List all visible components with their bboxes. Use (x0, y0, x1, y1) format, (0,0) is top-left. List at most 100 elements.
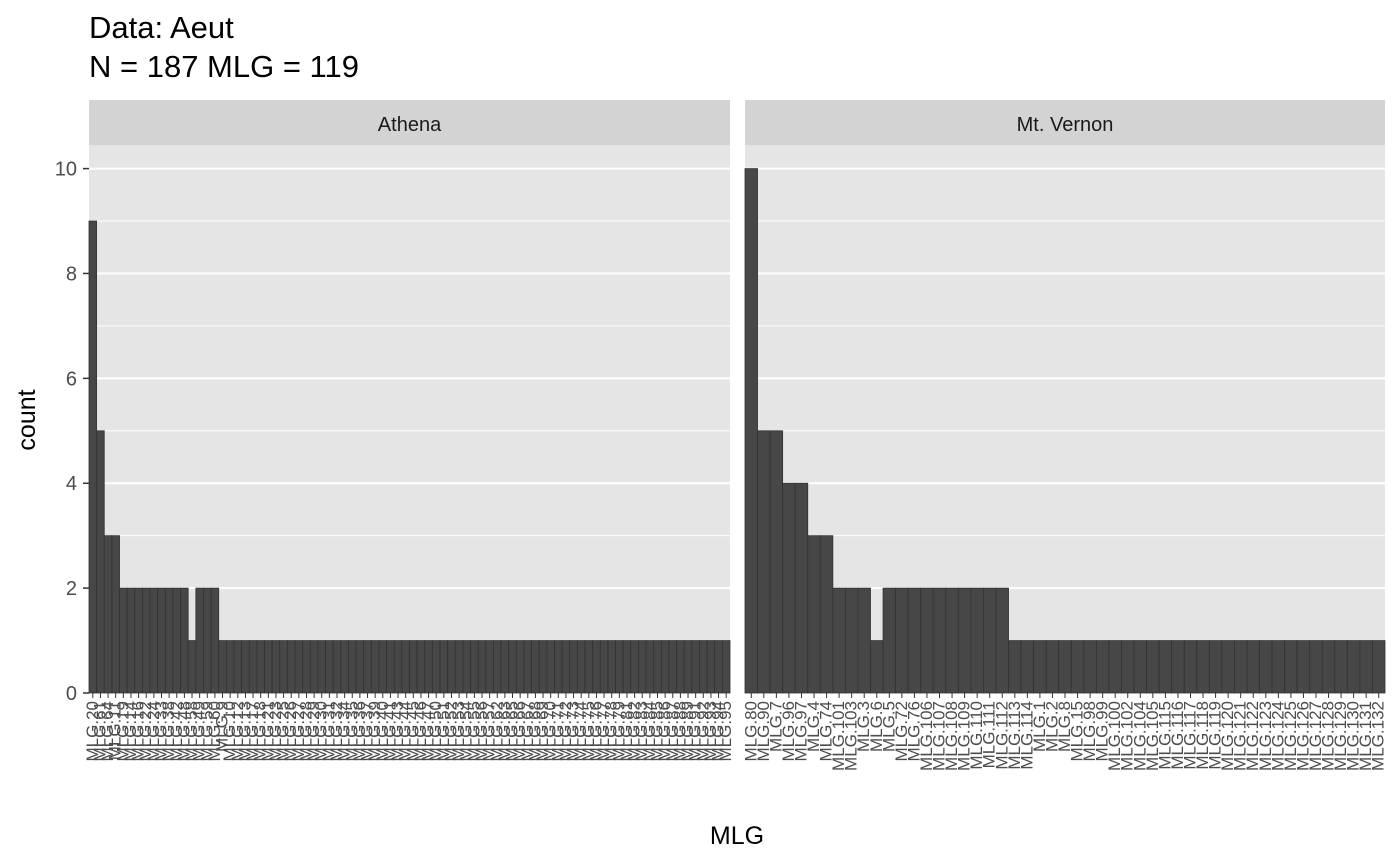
x-tick-label: MLG.114 (1017, 701, 1036, 770)
x-tick-label: MLG.130 (1344, 701, 1363, 771)
x-tick-label: MLG.76 (904, 701, 923, 761)
x-tick-label: MLG.11 (106, 701, 125, 760)
x-tick-label: MLG.17 (243, 701, 262, 761)
bar (134, 587, 143, 694)
bar (500, 640, 510, 694)
chart-subtitle: N = 187 MLG = 119 (89, 49, 359, 84)
x-tick-label: MLG.80 (741, 701, 760, 761)
bar (668, 640, 677, 694)
x-tick-label: MLG.129 (1331, 701, 1350, 771)
x-tick-label: MLG.81 (617, 701, 636, 761)
bar (844, 587, 859, 694)
x-tick-label: MLG.87 (663, 701, 682, 761)
bar (294, 640, 304, 694)
bar (225, 640, 235, 694)
bar (401, 640, 410, 694)
x-tick-label: MLG.58 (182, 701, 201, 761)
bar (1083, 640, 1097, 694)
x-tick-label: MLG.18 (251, 701, 270, 761)
bar (599, 640, 609, 694)
x-tick-label: MLG.21 (258, 701, 277, 761)
bar (1346, 640, 1361, 694)
bar (1020, 640, 1035, 694)
x-tick-label: MLG.60 (205, 701, 224, 761)
x-tick-label: MLG.61 (90, 701, 109, 761)
x-tick-label: MLG.10 (220, 701, 239, 761)
x-tick-label: MLG.4 (804, 701, 823, 752)
bar (691, 640, 700, 694)
bar (653, 640, 662, 694)
x-tick-label: MLG.40 (373, 701, 392, 761)
bar (439, 640, 449, 694)
x-tick-label: MLG.78 (602, 701, 621, 761)
x-tick-label: MLG.7 (766, 701, 785, 752)
x-tick-label: MLG.109 (955, 701, 974, 771)
x-tick-label: MLG.124 (1268, 701, 1287, 771)
bar (180, 587, 189, 694)
facet-panel-0: AthenaMLG.20MLG.61MLG.64MLG.11MLG.19MLG.… (83, 100, 735, 761)
bar (332, 640, 342, 694)
x-tick-label: MLG.69 (533, 701, 552, 761)
x-tick-label: MLG.56 (472, 701, 491, 761)
facet-strip (89, 100, 730, 145)
x-tick-label: MLG.71 (548, 701, 567, 761)
x-tick-label: MLG.120 (1218, 701, 1237, 771)
bar (1309, 640, 1323, 694)
bar (431, 640, 441, 694)
y-axis-title: count (13, 389, 41, 450)
x-tick-label: MLG.38 (159, 701, 178, 761)
bar (325, 640, 334, 694)
x-tick-label: MLG.97 (791, 701, 810, 761)
bar (1108, 640, 1122, 694)
x-tick-label: MLG.65 (503, 701, 522, 761)
x-tick-label: MLG.91 (686, 701, 705, 761)
bar (88, 220, 98, 694)
x-tick-label: MLG.104 (1130, 701, 1149, 771)
bar (882, 587, 896, 694)
x-tick-label: MLG.15 (1068, 701, 1087, 761)
bar (1234, 640, 1248, 694)
x-tick-label: MLG.52 (441, 701, 460, 761)
x-tick-label: MLG.35 (342, 701, 361, 761)
x-tick-label: MLG.107 (930, 701, 949, 771)
bar (378, 640, 388, 694)
bar (699, 640, 708, 694)
x-tick-label: MLG.77 (594, 701, 613, 761)
bar (508, 640, 517, 694)
bar (554, 640, 563, 694)
bar (1372, 640, 1386, 694)
x-tick-label: MLG.48 (174, 701, 193, 761)
bar (1334, 640, 1348, 694)
bar (119, 587, 128, 694)
x-tick-label: MLG.82 (625, 701, 644, 761)
bar (1259, 640, 1273, 694)
bar (706, 640, 716, 694)
bar (233, 640, 243, 694)
bar (1284, 640, 1298, 694)
bar (149, 587, 159, 694)
x-tick-label: MLG.49 (190, 701, 209, 761)
x-tick-label: MLG.106 (917, 701, 936, 771)
y-tick-label: 0 (66, 683, 77, 705)
x-tick-label: MLG.3 (854, 701, 873, 752)
x-tick-label: MLG.70 (541, 701, 560, 761)
bar (523, 640, 532, 694)
x-tick-label: MLG.24 (144, 701, 163, 761)
y-tick-label: 4 (66, 473, 77, 495)
x-tick-label: MLG.64 (98, 701, 117, 761)
x-tick-label: MLG.112 (992, 701, 1011, 770)
bar (607, 640, 616, 694)
x-tick-label: MLG.79 (609, 701, 628, 761)
bar (584, 640, 594, 694)
x-tick-label: MLG.14 (121, 701, 140, 761)
bar (370, 640, 380, 694)
bar (995, 587, 1009, 694)
bar (945, 587, 959, 694)
x-tick-label: MLG.95 (716, 701, 735, 761)
x-tick-label: MLG.28 (296, 701, 315, 761)
bar (1321, 640, 1336, 694)
x-tick-label: MLG.62 (487, 701, 506, 761)
facet-strip-label: Mt. Vernon (1017, 114, 1114, 136)
x-tick-label: MLG.23 (266, 701, 285, 761)
x-tick-label: MLG.103 (842, 701, 861, 771)
